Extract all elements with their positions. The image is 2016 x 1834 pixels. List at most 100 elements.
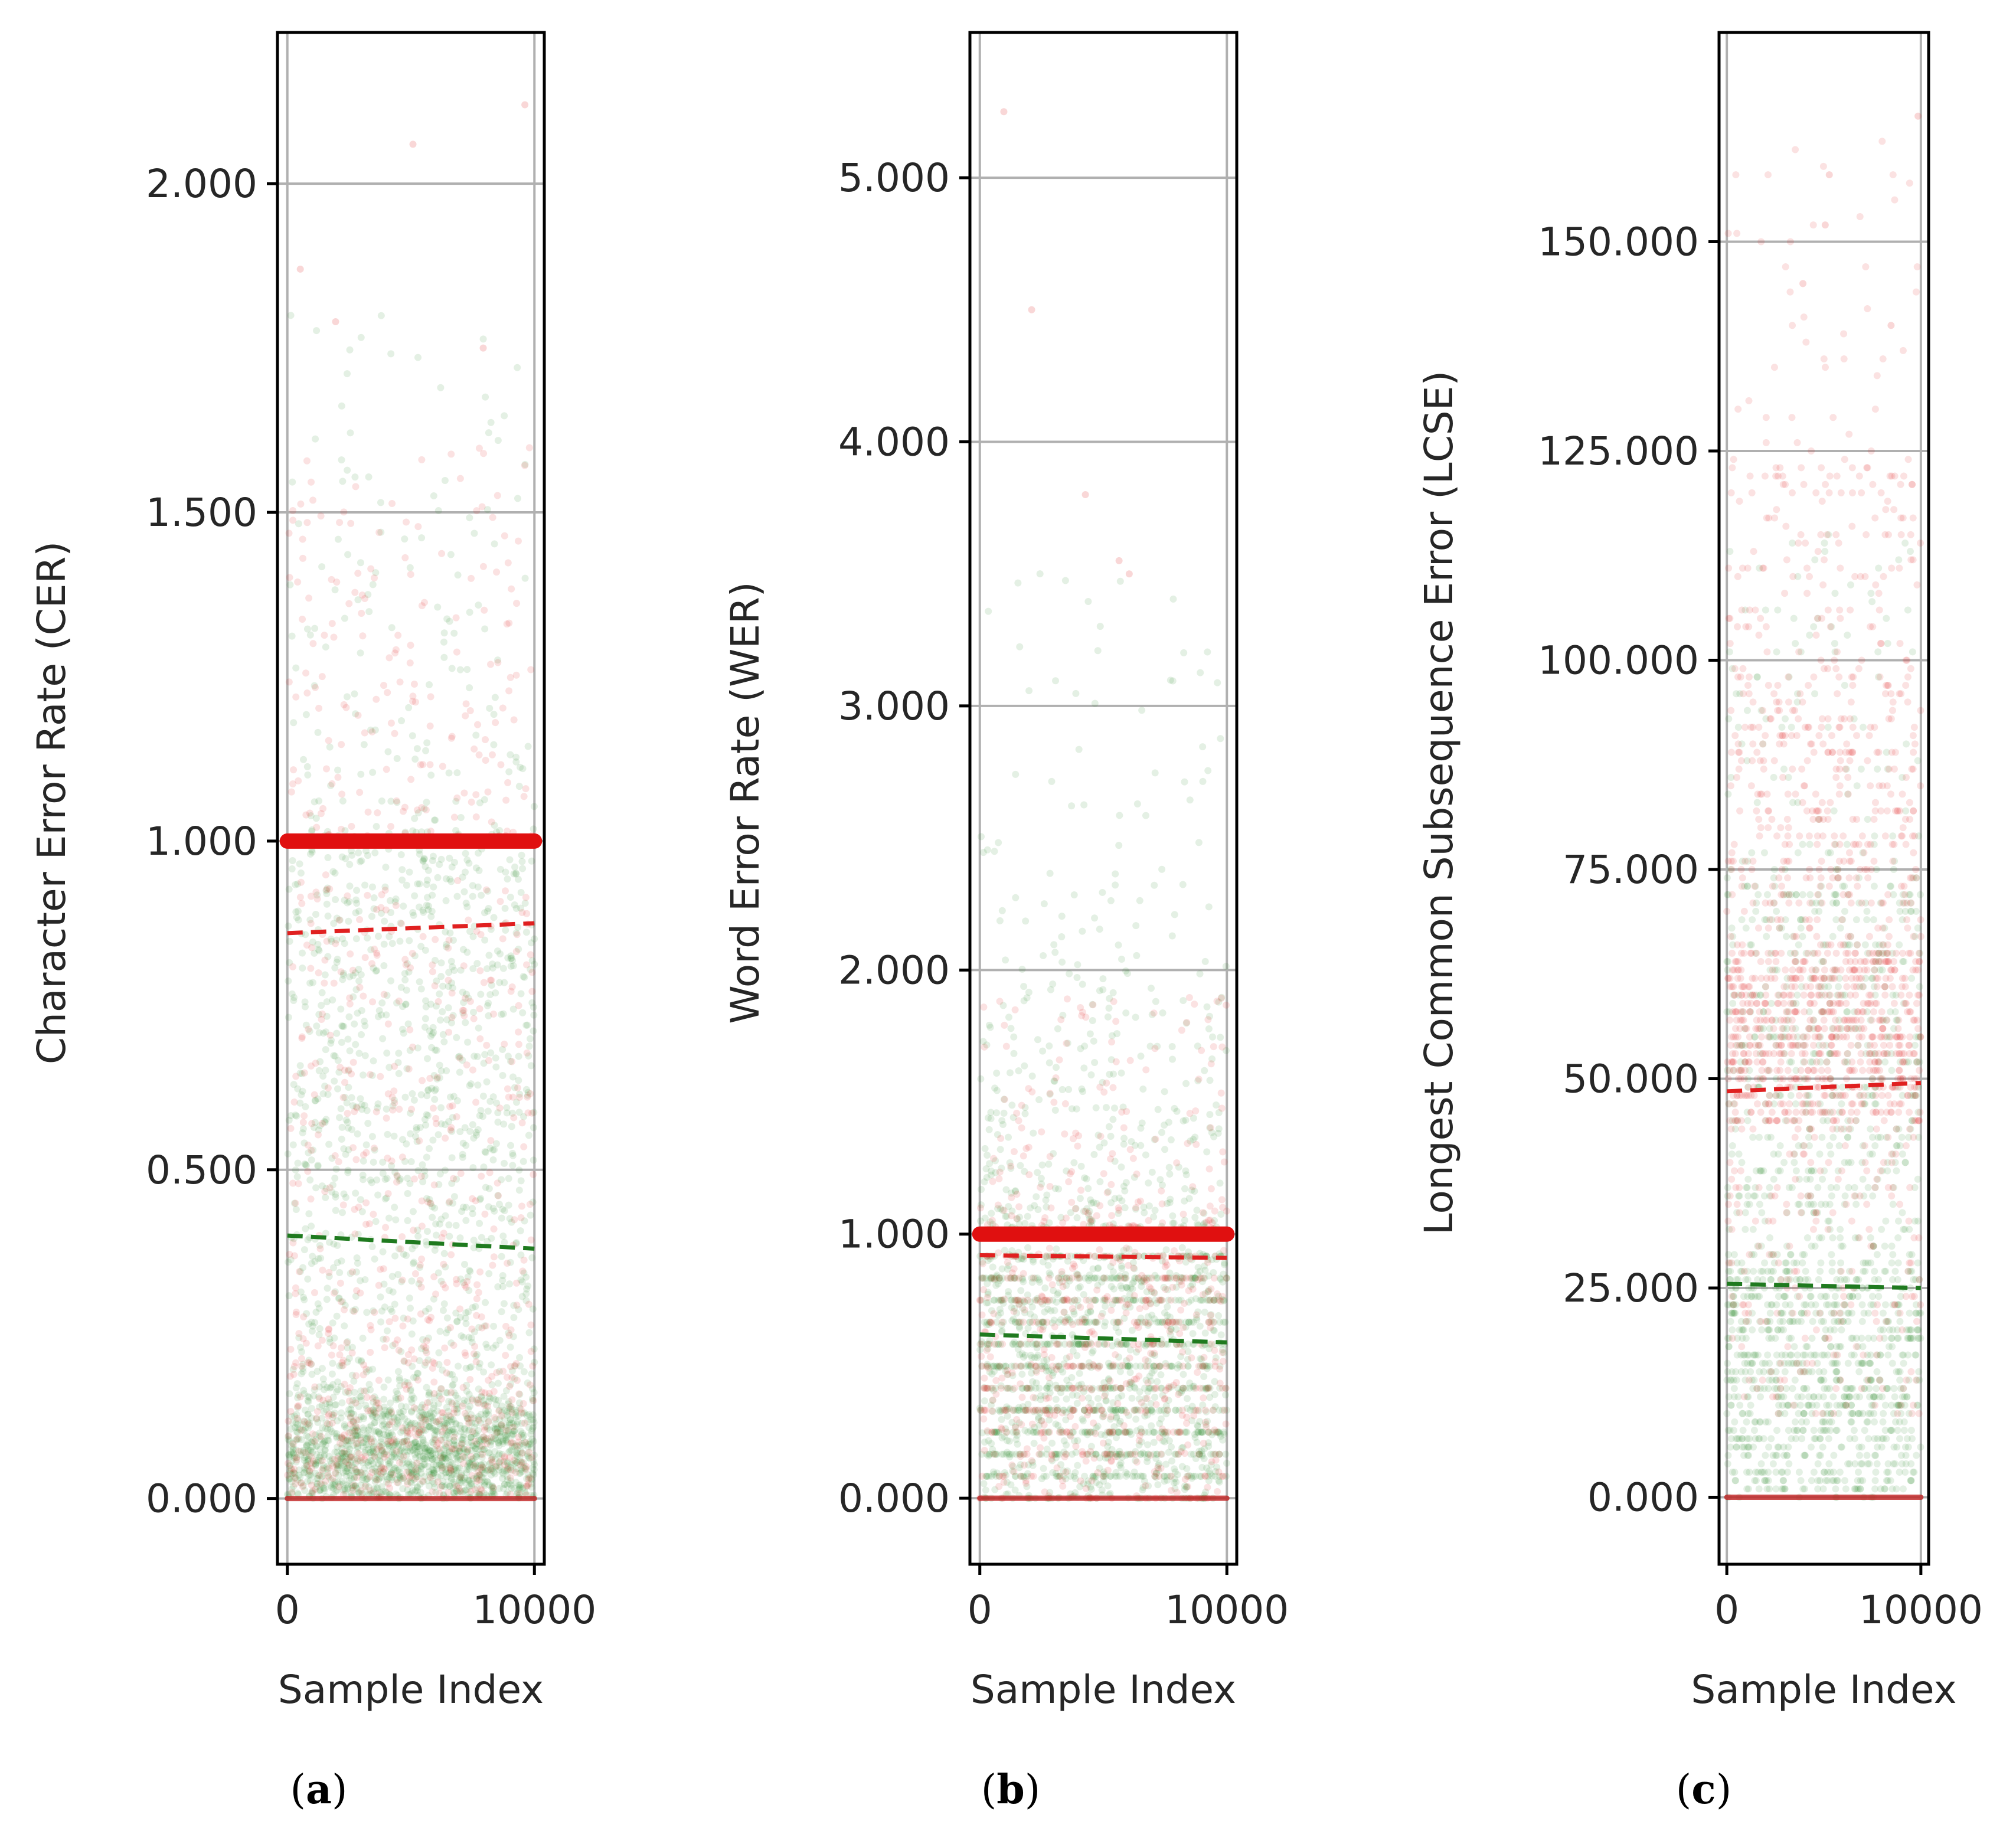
- red-point: [298, 1479, 305, 1487]
- red-point: [318, 1457, 326, 1464]
- green-point: [1165, 1163, 1173, 1171]
- red-point: [377, 904, 385, 911]
- red-point: [321, 979, 328, 987]
- red-point: [401, 554, 409, 561]
- green-point: [302, 711, 310, 718]
- red-point: [285, 529, 293, 537]
- scatter-points: [976, 108, 1231, 1502]
- red-point: [448, 989, 456, 997]
- green-point: [398, 1473, 406, 1480]
- green-point: [531, 960, 538, 968]
- green-point: [1021, 1351, 1029, 1359]
- x-axis-label: Sample Index: [278, 1667, 544, 1712]
- green-point: [310, 1460, 318, 1467]
- green-point: [1120, 1135, 1128, 1142]
- green-point: [479, 1093, 487, 1100]
- green-point: [469, 1442, 476, 1450]
- green-point: [381, 1195, 389, 1203]
- green-point: [1099, 888, 1106, 896]
- red-point: [422, 1416, 430, 1424]
- green-point: [457, 966, 465, 974]
- green-point: [323, 1384, 331, 1391]
- red-point: [289, 780, 297, 787]
- green-point: [518, 1459, 525, 1467]
- red-point: [515, 1390, 523, 1398]
- green-point: [482, 1299, 489, 1306]
- green-point: [440, 629, 448, 637]
- red-point: [473, 1281, 481, 1289]
- green-point: [489, 1156, 497, 1163]
- red-point: [489, 514, 496, 521]
- red-point: [382, 1224, 390, 1231]
- green-point: [483, 907, 491, 915]
- green-point: [450, 629, 458, 637]
- red-point: [496, 898, 504, 905]
- green-point: [1186, 796, 1194, 804]
- green-point: [468, 1395, 476, 1403]
- green-point: [431, 1096, 439, 1103]
- green-point: [352, 1041, 360, 1048]
- red-point: [373, 695, 380, 703]
- green-point: [306, 1446, 314, 1454]
- green-point: [481, 625, 489, 633]
- red-point: [391, 730, 398, 737]
- green-point: [339, 1298, 347, 1306]
- green-point: [1090, 1037, 1097, 1045]
- green-point: [318, 1002, 325, 1009]
- green-point: [396, 1374, 403, 1382]
- red-point: [468, 574, 475, 582]
- red-point: [407, 1424, 415, 1431]
- green-point: [343, 693, 351, 701]
- green-point: [332, 1165, 340, 1173]
- green-point: [411, 815, 419, 822]
- red-point: [442, 1135, 449, 1142]
- red-point: [460, 962, 468, 970]
- red-point: [446, 1103, 454, 1110]
- green-point: [387, 1399, 394, 1407]
- green-point: [338, 1440, 346, 1448]
- green-point: [400, 1408, 407, 1415]
- green-point: [315, 1011, 323, 1018]
- green-point: [373, 1414, 381, 1421]
- green-point: [524, 1440, 532, 1448]
- red-point: [456, 1305, 464, 1313]
- red-point: [462, 1352, 469, 1359]
- green-point: [521, 574, 529, 582]
- red-point: [302, 1449, 309, 1457]
- red-point: [300, 1069, 308, 1077]
- green-point: [331, 1334, 338, 1342]
- green-point: [321, 1446, 329, 1454]
- green-point: [387, 1470, 395, 1477]
- red-point: [349, 966, 357, 974]
- red-point: [418, 1197, 426, 1205]
- red-point: [496, 1104, 504, 1112]
- green-point: [486, 704, 494, 712]
- green-point: [1169, 1212, 1177, 1220]
- green-point: [354, 1489, 362, 1496]
- green-point: [1030, 1129, 1037, 1137]
- green-point: [337, 1455, 345, 1463]
- green-point: [1079, 980, 1086, 988]
- red-point: [406, 1474, 413, 1482]
- green-point: [371, 849, 379, 856]
- red-point: [529, 1362, 537, 1370]
- green-point: [358, 857, 365, 865]
- green-point: [399, 1485, 407, 1493]
- red-point: [411, 1270, 419, 1277]
- green-point: [494, 1283, 502, 1291]
- red-point: [493, 1428, 501, 1436]
- red-point: [392, 901, 400, 909]
- red-point: [360, 992, 367, 1000]
- green-point: [409, 827, 417, 835]
- red-point: [317, 810, 325, 818]
- red-point: [328, 576, 335, 583]
- green-point: [1083, 1175, 1090, 1183]
- green-point: [419, 1435, 427, 1443]
- green-point: [304, 771, 312, 779]
- red-point: [318, 1433, 325, 1440]
- red-point: [297, 878, 305, 886]
- green-point: [444, 1326, 452, 1333]
- green-point: [514, 364, 521, 371]
- green-point: [498, 1214, 505, 1222]
- green-point: [313, 1483, 321, 1490]
